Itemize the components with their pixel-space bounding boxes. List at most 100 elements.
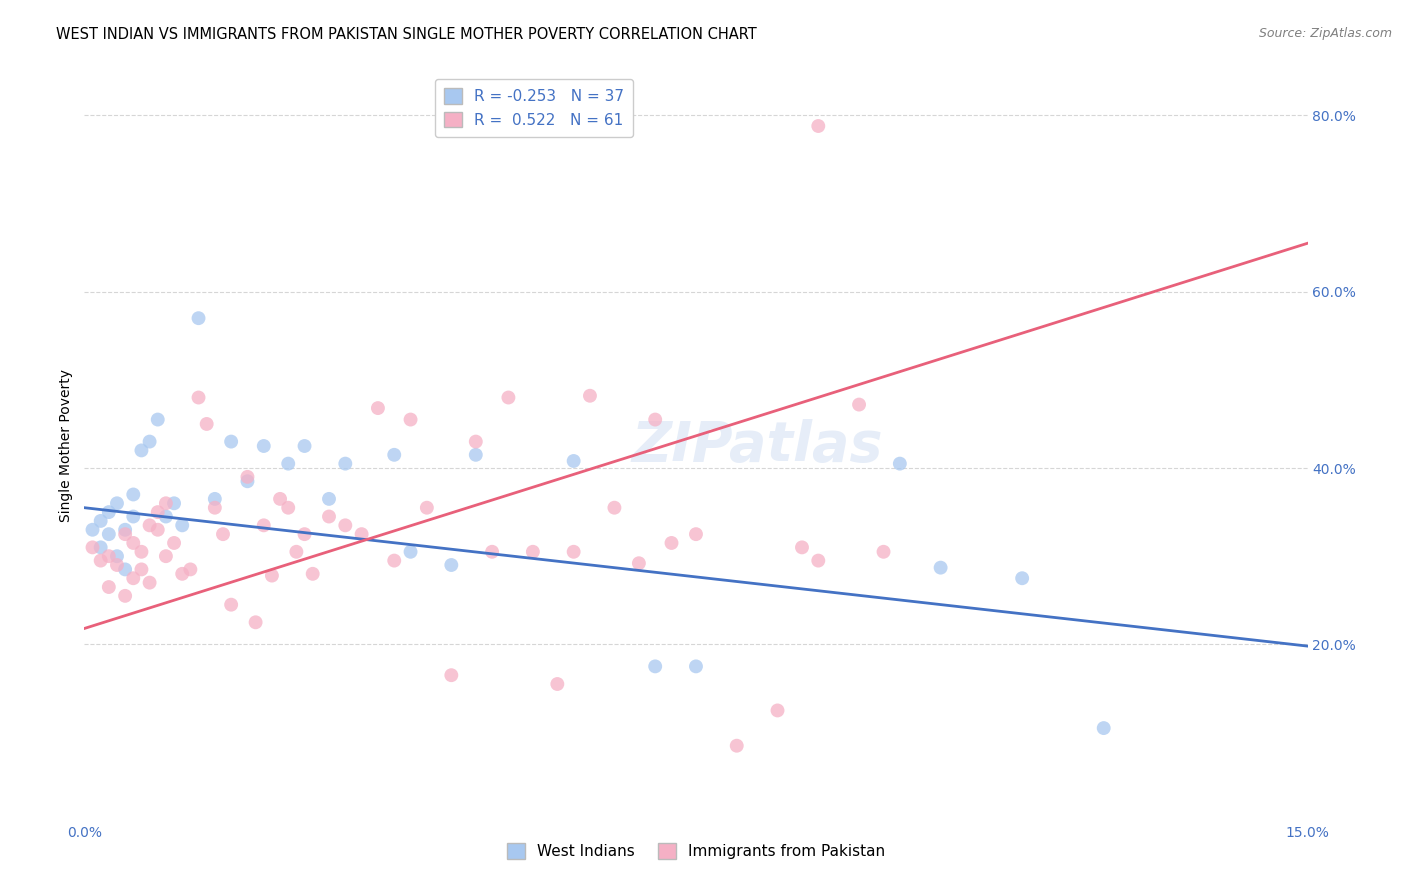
Point [294,527,316,541]
Point [219,598,242,612]
Point [382,553,405,567]
Point [90,553,112,567]
Point [318,491,340,506]
Point [212,527,235,541]
Point [790,541,813,555]
Point [367,401,389,416]
Point [872,545,894,559]
Point [382,448,405,462]
Point [131,443,153,458]
Y-axis label: Single Mother Poverty: Single Mother Poverty [59,369,73,523]
Point [440,668,463,682]
Point [179,562,201,576]
Point [579,389,602,403]
Legend: West Indians, Immigrants from Pakistan: West Indians, Immigrants from Pakistan [501,838,891,865]
Point [204,500,226,515]
Point [245,615,267,630]
Point [661,536,683,550]
Point [399,545,422,559]
Point [464,434,486,449]
Point [562,454,585,468]
Point [195,417,218,431]
Point [97,527,120,541]
Point [146,505,169,519]
Point [603,500,626,515]
Point [82,523,104,537]
Point [725,739,748,753]
Point [277,500,299,515]
Point [138,434,160,449]
Point [163,496,186,510]
Point [1092,721,1115,735]
Point [285,545,308,559]
Point [318,509,340,524]
Point [105,549,128,564]
Point [277,457,299,471]
Point [546,677,568,691]
Point [172,566,194,581]
Text: ZIPatlas: ZIPatlas [631,419,883,473]
Point [440,558,463,572]
Point [562,545,585,559]
Point [260,568,283,582]
Point [848,398,870,412]
Point [335,518,357,533]
Point [187,391,209,405]
Point [172,518,194,533]
Point [236,475,259,489]
Point [122,487,145,501]
Point [685,659,707,673]
Point [253,439,276,453]
Point [416,500,439,515]
Point [163,536,186,550]
Point [294,439,316,453]
Point [122,536,145,550]
Point [146,523,169,537]
Point [187,311,209,326]
Point [155,509,177,524]
Point [350,527,373,541]
Point [155,496,177,510]
Point [807,119,830,133]
Point [627,556,650,570]
Point [97,505,120,519]
Point [335,457,357,471]
Text: WEST INDIAN VS IMMIGRANTS FROM PAKISTAN SINGLE MOTHER POVERTY CORRELATION CHART: WEST INDIAN VS IMMIGRANTS FROM PAKISTAN … [56,27,756,42]
Point [253,518,276,533]
Text: Source: ZipAtlas.com: Source: ZipAtlas.com [1258,27,1392,40]
Point [644,659,666,673]
Point [146,412,169,426]
Point [464,448,486,462]
Point [131,545,153,559]
Point [131,562,153,576]
Point [90,514,112,528]
Point [399,412,422,426]
Point [90,541,112,555]
Point [105,496,128,510]
Point [114,527,136,541]
Point [219,434,242,449]
Point [114,589,136,603]
Point [122,571,145,585]
Point [97,549,120,564]
Point [114,562,136,576]
Point [236,470,259,484]
Point [522,545,544,559]
Point [685,527,707,541]
Point [269,491,291,506]
Point [644,412,666,426]
Point [889,457,911,471]
Point [138,518,160,533]
Point [766,703,789,717]
Point [498,391,520,405]
Point [1011,571,1033,585]
Point [807,553,830,567]
Point [122,509,145,524]
Point [155,549,177,564]
Point [97,580,120,594]
Point [481,545,503,559]
Point [82,541,104,555]
Point [204,491,226,506]
Point [929,560,952,574]
Point [301,566,323,581]
